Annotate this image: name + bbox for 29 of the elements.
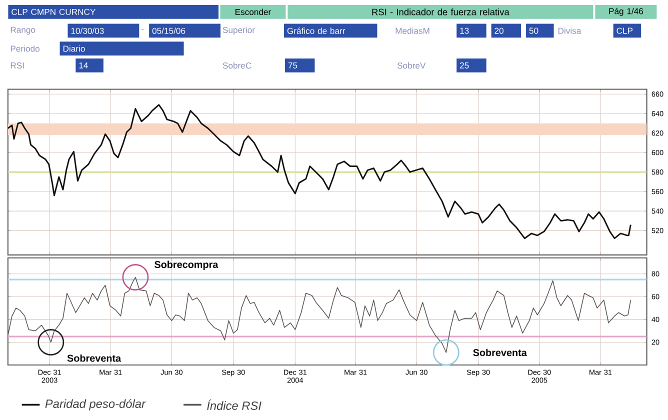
line-series — [8, 104, 632, 240]
text: Gráfico de barr — [287, 28, 346, 34]
text: CLP — [616, 28, 633, 34]
text: Esconder — [236, 8, 271, 16]
text: 20 — [494, 28, 504, 34]
text: 14 — [79, 62, 88, 69]
text: Diario — [63, 46, 85, 52]
annotation: Sobreventa — [67, 354, 122, 362]
text: 75 — [288, 62, 298, 69]
text: 50 — [529, 28, 538, 34]
text: Divisa — [558, 28, 582, 34]
text: SobreC — [222, 62, 252, 69]
text: CLP CMPN CURNCY — [12, 9, 96, 16]
text: Superior — [222, 26, 255, 35]
text: RSI - Indicador de fuerza relativa — [372, 8, 510, 16]
text: 25 — [460, 62, 469, 69]
text: Pág 1/46 — [609, 8, 643, 16]
text: 10/30/03 — [71, 28, 104, 34]
text: Periodo — [10, 46, 40, 52]
text: SobreV — [397, 62, 426, 69]
text: Rango — [10, 27, 36, 35]
text: MediasM — [396, 28, 430, 34]
legend-label: Paridad peso-dólar — [45, 399, 146, 411]
annotation: Sobreventa — [473, 349, 527, 356]
annotation: Sobrecompra — [154, 260, 218, 270]
text: RSI — [10, 62, 24, 69]
legend-label: Índice RSI — [207, 400, 262, 410]
text: 05/15/06 — [152, 28, 186, 34]
text: 13 — [460, 28, 469, 34]
